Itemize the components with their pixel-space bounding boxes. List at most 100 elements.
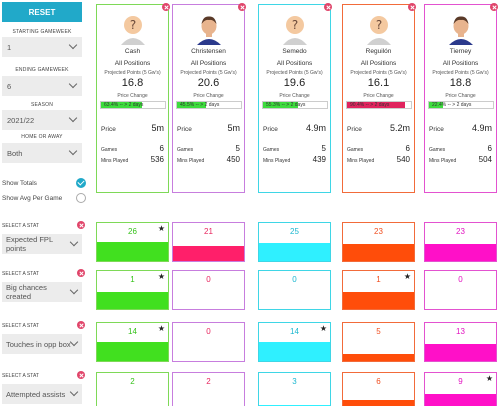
mins-value: 439 — [312, 155, 326, 164]
stat-value-bar — [425, 393, 496, 406]
remove-player-icon[interactable] — [408, 3, 416, 11]
remove-player-icon[interactable] — [238, 3, 246, 11]
stat-select-value: Expected FPL points — [6, 235, 53, 253]
show-avg-toggle[interactable]: Show Avg Per Game — [2, 192, 86, 204]
price-label: Price — [429, 126, 444, 133]
unchecked-radio-icon[interactable] — [76, 193, 86, 203]
price-value: 4.9m — [305, 123, 326, 133]
remove-player-icon[interactable] — [162, 3, 170, 11]
price-change-label: Price Change — [445, 93, 476, 99]
games-label: Games — [263, 147, 280, 153]
stat-value-box: 25 — [258, 222, 331, 262]
price-value: 4.9m — [471, 123, 492, 133]
stat-value-box: 13 — [424, 322, 497, 362]
stat-select[interactable]: Expected FPL points — [2, 234, 82, 254]
mins-value: 536 — [150, 155, 164, 164]
season-label: SEASON — [30, 102, 54, 108]
games-label: Games — [429, 147, 446, 153]
best-star-icon: ★ — [319, 324, 327, 333]
chevron-down-icon — [69, 387, 79, 397]
projected-points-label: Projected Points (5 Gw's) — [104, 70, 161, 76]
unknown-player-avatar: ? — [281, 13, 309, 45]
games-row: Games 6 — [347, 144, 410, 153]
price-label: Price — [101, 126, 116, 133]
stat-value-box: 26 ★ — [96, 222, 169, 262]
show-totals-toggle[interactable]: Show Totals — [2, 177, 86, 189]
mins-value: 504 — [478, 155, 492, 164]
chevron-down-icon — [68, 40, 78, 50]
price-row: Price 4.9m — [429, 123, 492, 133]
player-positions: All Positions — [276, 60, 313, 67]
stat-select-value: Big chances created — [6, 283, 47, 301]
games-row: Games 5 — [177, 144, 240, 153]
price-change-bar: 90.4% -- > 2 days — [346, 101, 412, 109]
price-label: Price — [263, 126, 278, 133]
stat-value-box: 2 — [172, 372, 245, 406]
games-label: Games — [347, 147, 364, 153]
reset-button[interactable]: RESET — [2, 2, 82, 22]
stat-select[interactable]: Touches in opp box — [2, 334, 82, 354]
best-star-icon: ★ — [157, 272, 165, 281]
stat-select[interactable]: Attempted assists — [2, 384, 82, 404]
stat-value-box: 0 — [172, 270, 245, 310]
price-change-label: Price Change — [363, 93, 394, 99]
stat-value-bar — [425, 244, 496, 261]
stat-value: 3 — [292, 377, 297, 386]
stat-value-box: 14 ★ — [96, 322, 169, 362]
price-change-bar: 22.4% -- > 2 days — [428, 101, 494, 109]
player-positions: All Positions — [190, 60, 227, 67]
stat-value: 21 — [204, 227, 213, 236]
stat-value: 1 — [376, 275, 381, 284]
mins-value: 540 — [396, 155, 410, 164]
stat-value-bar — [425, 343, 496, 361]
starting-gameweek-value: 1 — [7, 42, 12, 52]
starting-gameweek-select[interactable]: 1 — [2, 37, 82, 57]
projected-points-value: 19.6 — [283, 77, 306, 89]
stat-value-box: 6 — [342, 372, 415, 406]
projected-points-value: 16.8 — [121, 77, 144, 89]
player-card: ? Semedo All Positions Projected Points (5 … — [258, 3, 332, 193]
ending-gameweek-label: ENDING GAMEWEEK — [15, 67, 69, 73]
price-change-fill — [347, 102, 405, 108]
player-name: Cash — [124, 48, 141, 55]
projected-points-value: 16.1 — [367, 77, 390, 89]
checked-radio-icon[interactable] — [76, 178, 86, 188]
remove-stat-icon[interactable] — [77, 321, 85, 329]
price-change-fill — [177, 102, 207, 108]
price-label: Price — [177, 126, 192, 133]
price-change-bar: 45.5% -- > 2 days — [176, 101, 242, 109]
stat-value: 0 — [206, 275, 211, 284]
ending-gameweek-select[interactable]: 6 — [2, 76, 82, 96]
chevron-down-icon — [68, 79, 78, 89]
price-change-label: Price Change — [279, 93, 310, 99]
player-name: Reguilón — [365, 48, 392, 55]
price-value: 5m — [151, 123, 164, 133]
stat-select[interactable]: Big chances created — [2, 282, 82, 302]
home-away-select[interactable]: Both — [2, 143, 82, 163]
stat-value-bar — [343, 399, 414, 406]
stat-value: 14 — [128, 327, 137, 336]
remove-stat-icon[interactable] — [77, 269, 85, 277]
stat-value-box: 9 ★ — [424, 372, 497, 406]
season-select[interactable]: 2021/22 — [2, 110, 82, 130]
stat-value-box: 2 — [96, 372, 169, 406]
stat-value-box: 23 — [342, 222, 415, 262]
ending-gameweek-value: 6 — [7, 81, 12, 91]
price-change-bar: 55.3% -- > 2 days — [262, 101, 328, 109]
price-change-text: 55.3% -- > 2 days — [266, 102, 306, 108]
remove-stat-icon[interactable] — [77, 371, 85, 379]
price-change-label: Price Change — [193, 93, 224, 99]
stat-value-bar — [97, 242, 168, 261]
svg-text:?: ? — [292, 18, 298, 32]
starting-gameweek-label: STARTING GAMEWEEK — [12, 29, 72, 35]
mins-label: Mins Played — [263, 158, 291, 164]
stat-select-value: Touches in opp box — [6, 339, 71, 349]
remove-player-icon[interactable] — [490, 3, 498, 11]
games-value: 6 — [159, 144, 164, 153]
stat-value-bar — [97, 342, 168, 361]
remove-player-icon[interactable] — [324, 3, 332, 11]
remove-stat-icon[interactable] — [77, 221, 85, 229]
games-value: 5 — [235, 144, 240, 153]
best-star-icon: ★ — [157, 224, 165, 233]
